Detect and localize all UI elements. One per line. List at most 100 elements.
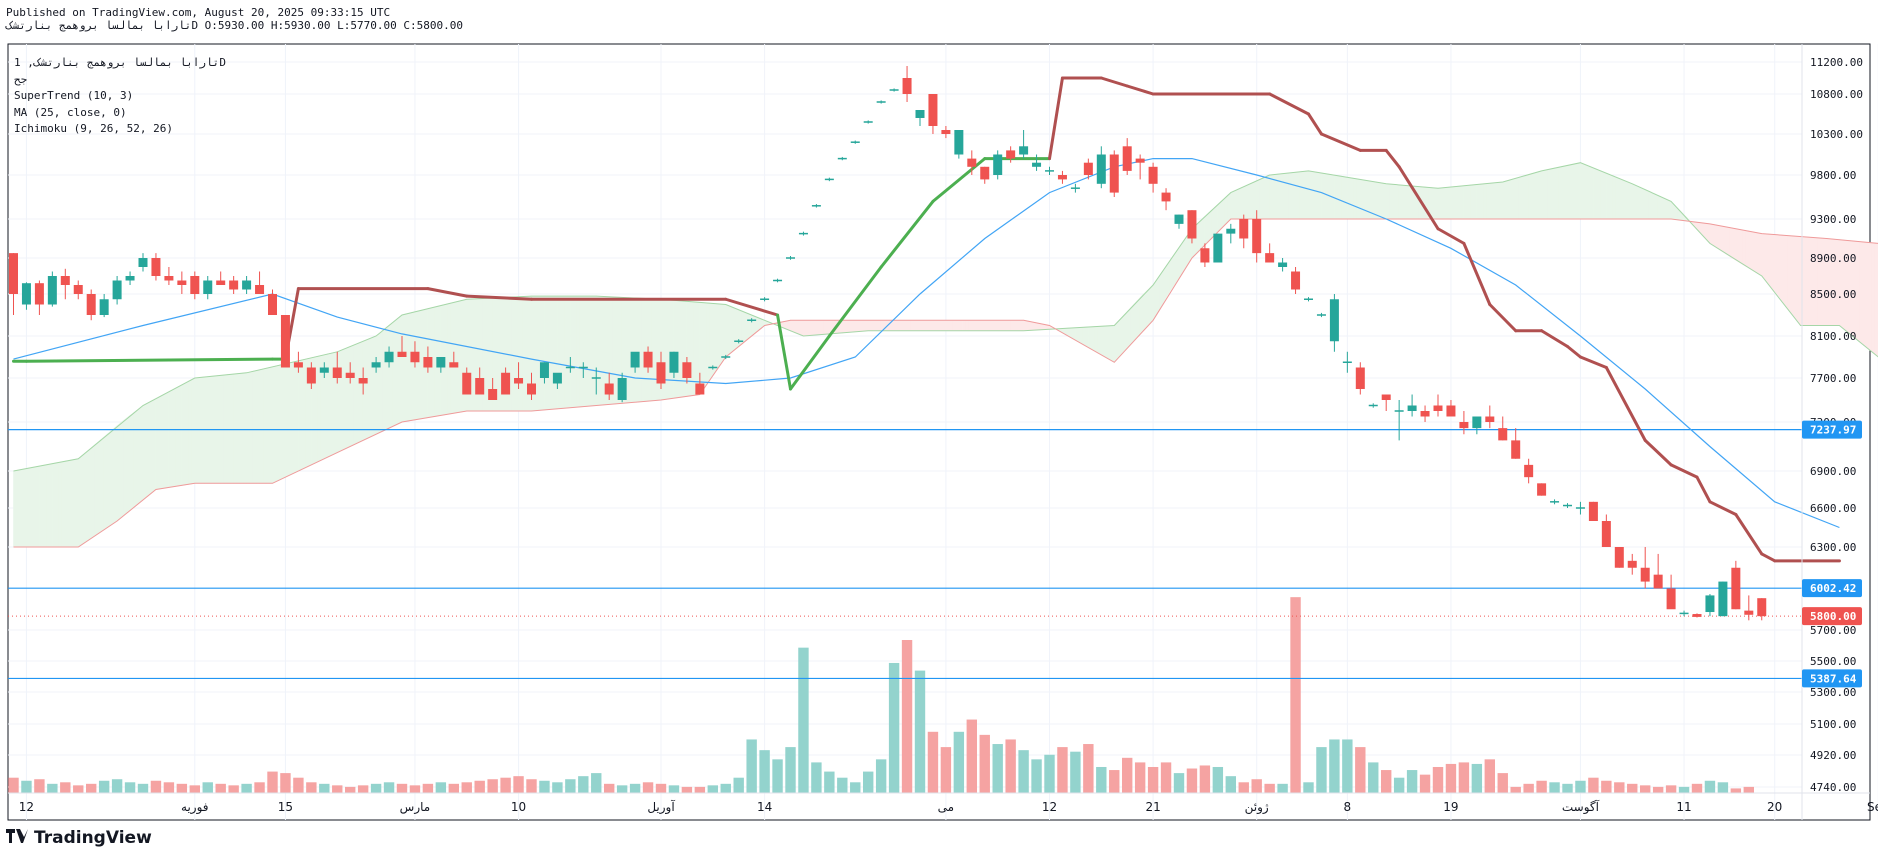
- candle-body[interactable]: [73, 285, 83, 294]
- candle-body[interactable]: [255, 285, 265, 294]
- candle-body[interactable]: [552, 372, 562, 384]
- candle-body[interactable]: [1032, 162, 1042, 167]
- candle-body[interactable]: [1537, 483, 1547, 496]
- candle-body[interactable]: [682, 362, 692, 378]
- candle-body[interactable]: [1498, 428, 1508, 441]
- candle-body[interactable]: [1265, 253, 1275, 263]
- tradingview-branding[interactable]: TradingView: [6, 828, 152, 848]
- candle-body[interactable]: [436, 357, 446, 368]
- candle-body[interactable]: [967, 158, 977, 167]
- candle-body[interactable]: [1511, 440, 1521, 459]
- candle-body[interactable]: [539, 362, 549, 378]
- candle-body[interactable]: [889, 89, 899, 91]
- candle-body[interactable]: [1200, 248, 1210, 263]
- candle-body[interactable]: [1381, 394, 1391, 401]
- candle-body[interactable]: [1161, 192, 1171, 202]
- candle-body[interactable]: [177, 280, 187, 286]
- candle-body[interactable]: [1057, 175, 1067, 180]
- candle-body[interactable]: [1550, 501, 1560, 503]
- candle-body[interactable]: [190, 276, 200, 294]
- candle-body[interactable]: [837, 157, 847, 160]
- candle-body[interactable]: [1187, 210, 1197, 239]
- candle-body[interactable]: [358, 378, 368, 384]
- candle-body[interactable]: [1368, 404, 1378, 407]
- candle-body[interactable]: [1355, 367, 1365, 390]
- candle-body[interactable]: [747, 319, 757, 322]
- candle-body[interactable]: [863, 121, 873, 123]
- candle-body[interactable]: [1575, 507, 1585, 509]
- legend-ma[interactable]: MA (25, close, 0): [14, 105, 127, 119]
- candle-body[interactable]: [1304, 298, 1313, 301]
- candle-body[interactable]: [773, 279, 783, 282]
- candle-body[interactable]: [306, 367, 316, 384]
- candle-body[interactable]: [1627, 560, 1637, 568]
- candle-body[interactable]: [565, 366, 575, 369]
- candle-body[interactable]: [151, 258, 161, 276]
- candle-body[interactable]: [902, 78, 912, 94]
- candle-body[interactable]: [475, 378, 485, 395]
- candle-body[interactable]: [345, 372, 355, 378]
- candle-body[interactable]: [501, 372, 511, 395]
- candle-body[interactable]: [941, 130, 951, 134]
- candle-body[interactable]: [1174, 214, 1184, 224]
- candle-body[interactable]: [138, 258, 148, 267]
- candle-body[interactable]: [1718, 581, 1728, 617]
- candle-body[interactable]: [591, 377, 601, 379]
- candle-body[interactable]: [9, 253, 18, 294]
- candle-body[interactable]: [954, 130, 964, 155]
- level-price-tag[interactable]: 5387.64: [1810, 672, 1857, 685]
- candle-body[interactable]: [1420, 411, 1430, 417]
- candle-body[interactable]: [462, 372, 472, 395]
- candle-body[interactable]: [410, 351, 420, 363]
- candle-body[interactable]: [850, 141, 860, 143]
- candle-body[interactable]: [811, 205, 821, 207]
- candle-body[interactable]: [125, 276, 135, 281]
- candle-body[interactable]: [1226, 228, 1236, 234]
- candle-body[interactable]: [578, 366, 588, 369]
- candle-body[interactable]: [1045, 170, 1054, 172]
- candle-body[interactable]: [786, 257, 795, 259]
- candle-body[interactable]: [734, 340, 744, 343]
- candle-body[interactable]: [164, 276, 174, 281]
- level-price-tag[interactable]: 6002.42: [1810, 582, 1856, 595]
- candle-body[interactable]: [1109, 154, 1119, 193]
- candle-body[interactable]: [876, 101, 886, 103]
- candle-body[interactable]: [928, 94, 938, 126]
- candle-body[interactable]: [371, 362, 381, 368]
- candle-body[interactable]: [1135, 158, 1145, 163]
- candle-body[interactable]: [216, 280, 226, 286]
- legend-ichimoku[interactable]: Ichimoku (9, 26, 52, 26): [14, 122, 173, 136]
- candle-body[interactable]: [1083, 162, 1093, 175]
- candle-body[interactable]: [1252, 219, 1262, 254]
- candle-body[interactable]: [34, 283, 44, 305]
- candle-body[interactable]: [449, 362, 459, 368]
- candle-body[interactable]: [669, 351, 679, 373]
- candle-body[interactable]: [21, 283, 31, 305]
- candle-body[interactable]: [1744, 610, 1754, 615]
- candle-body[interactable]: [527, 383, 536, 395]
- candle-body[interactable]: [1472, 416, 1482, 429]
- candle-body[interactable]: [514, 378, 524, 384]
- candle-body[interactable]: [1148, 166, 1158, 184]
- candle-body[interactable]: [423, 357, 433, 368]
- candle-body[interactable]: [721, 356, 731, 358]
- candle-body[interactable]: [1757, 598, 1767, 617]
- candle-body[interactable]: [1446, 405, 1456, 417]
- candle-body[interactable]: [993, 154, 1003, 176]
- candle-body[interactable]: [99, 299, 109, 315]
- candle-body[interactable]: [86, 294, 96, 315]
- candle-body[interactable]: [708, 366, 718, 369]
- candle-body[interactable]: [695, 383, 705, 395]
- candle-body[interactable]: [488, 389, 498, 400]
- candle-body[interactable]: [1316, 314, 1326, 316]
- candle-body[interactable]: [1070, 187, 1080, 189]
- candle-body[interactable]: [1329, 299, 1339, 342]
- legend-symbol[interactable]: تارابا بمالسا بروهمج بنارتشک, 1D: [14, 56, 226, 69]
- candle-body[interactable]: [1278, 262, 1288, 268]
- candle-body[interactable]: [643, 351, 653, 368]
- candle-body[interactable]: [656, 362, 666, 384]
- candle-body[interactable]: [242, 280, 252, 290]
- candle-body[interactable]: [1563, 504, 1572, 507]
- candle-body[interactable]: [1666, 588, 1676, 610]
- candle-body[interactable]: [798, 232, 808, 235]
